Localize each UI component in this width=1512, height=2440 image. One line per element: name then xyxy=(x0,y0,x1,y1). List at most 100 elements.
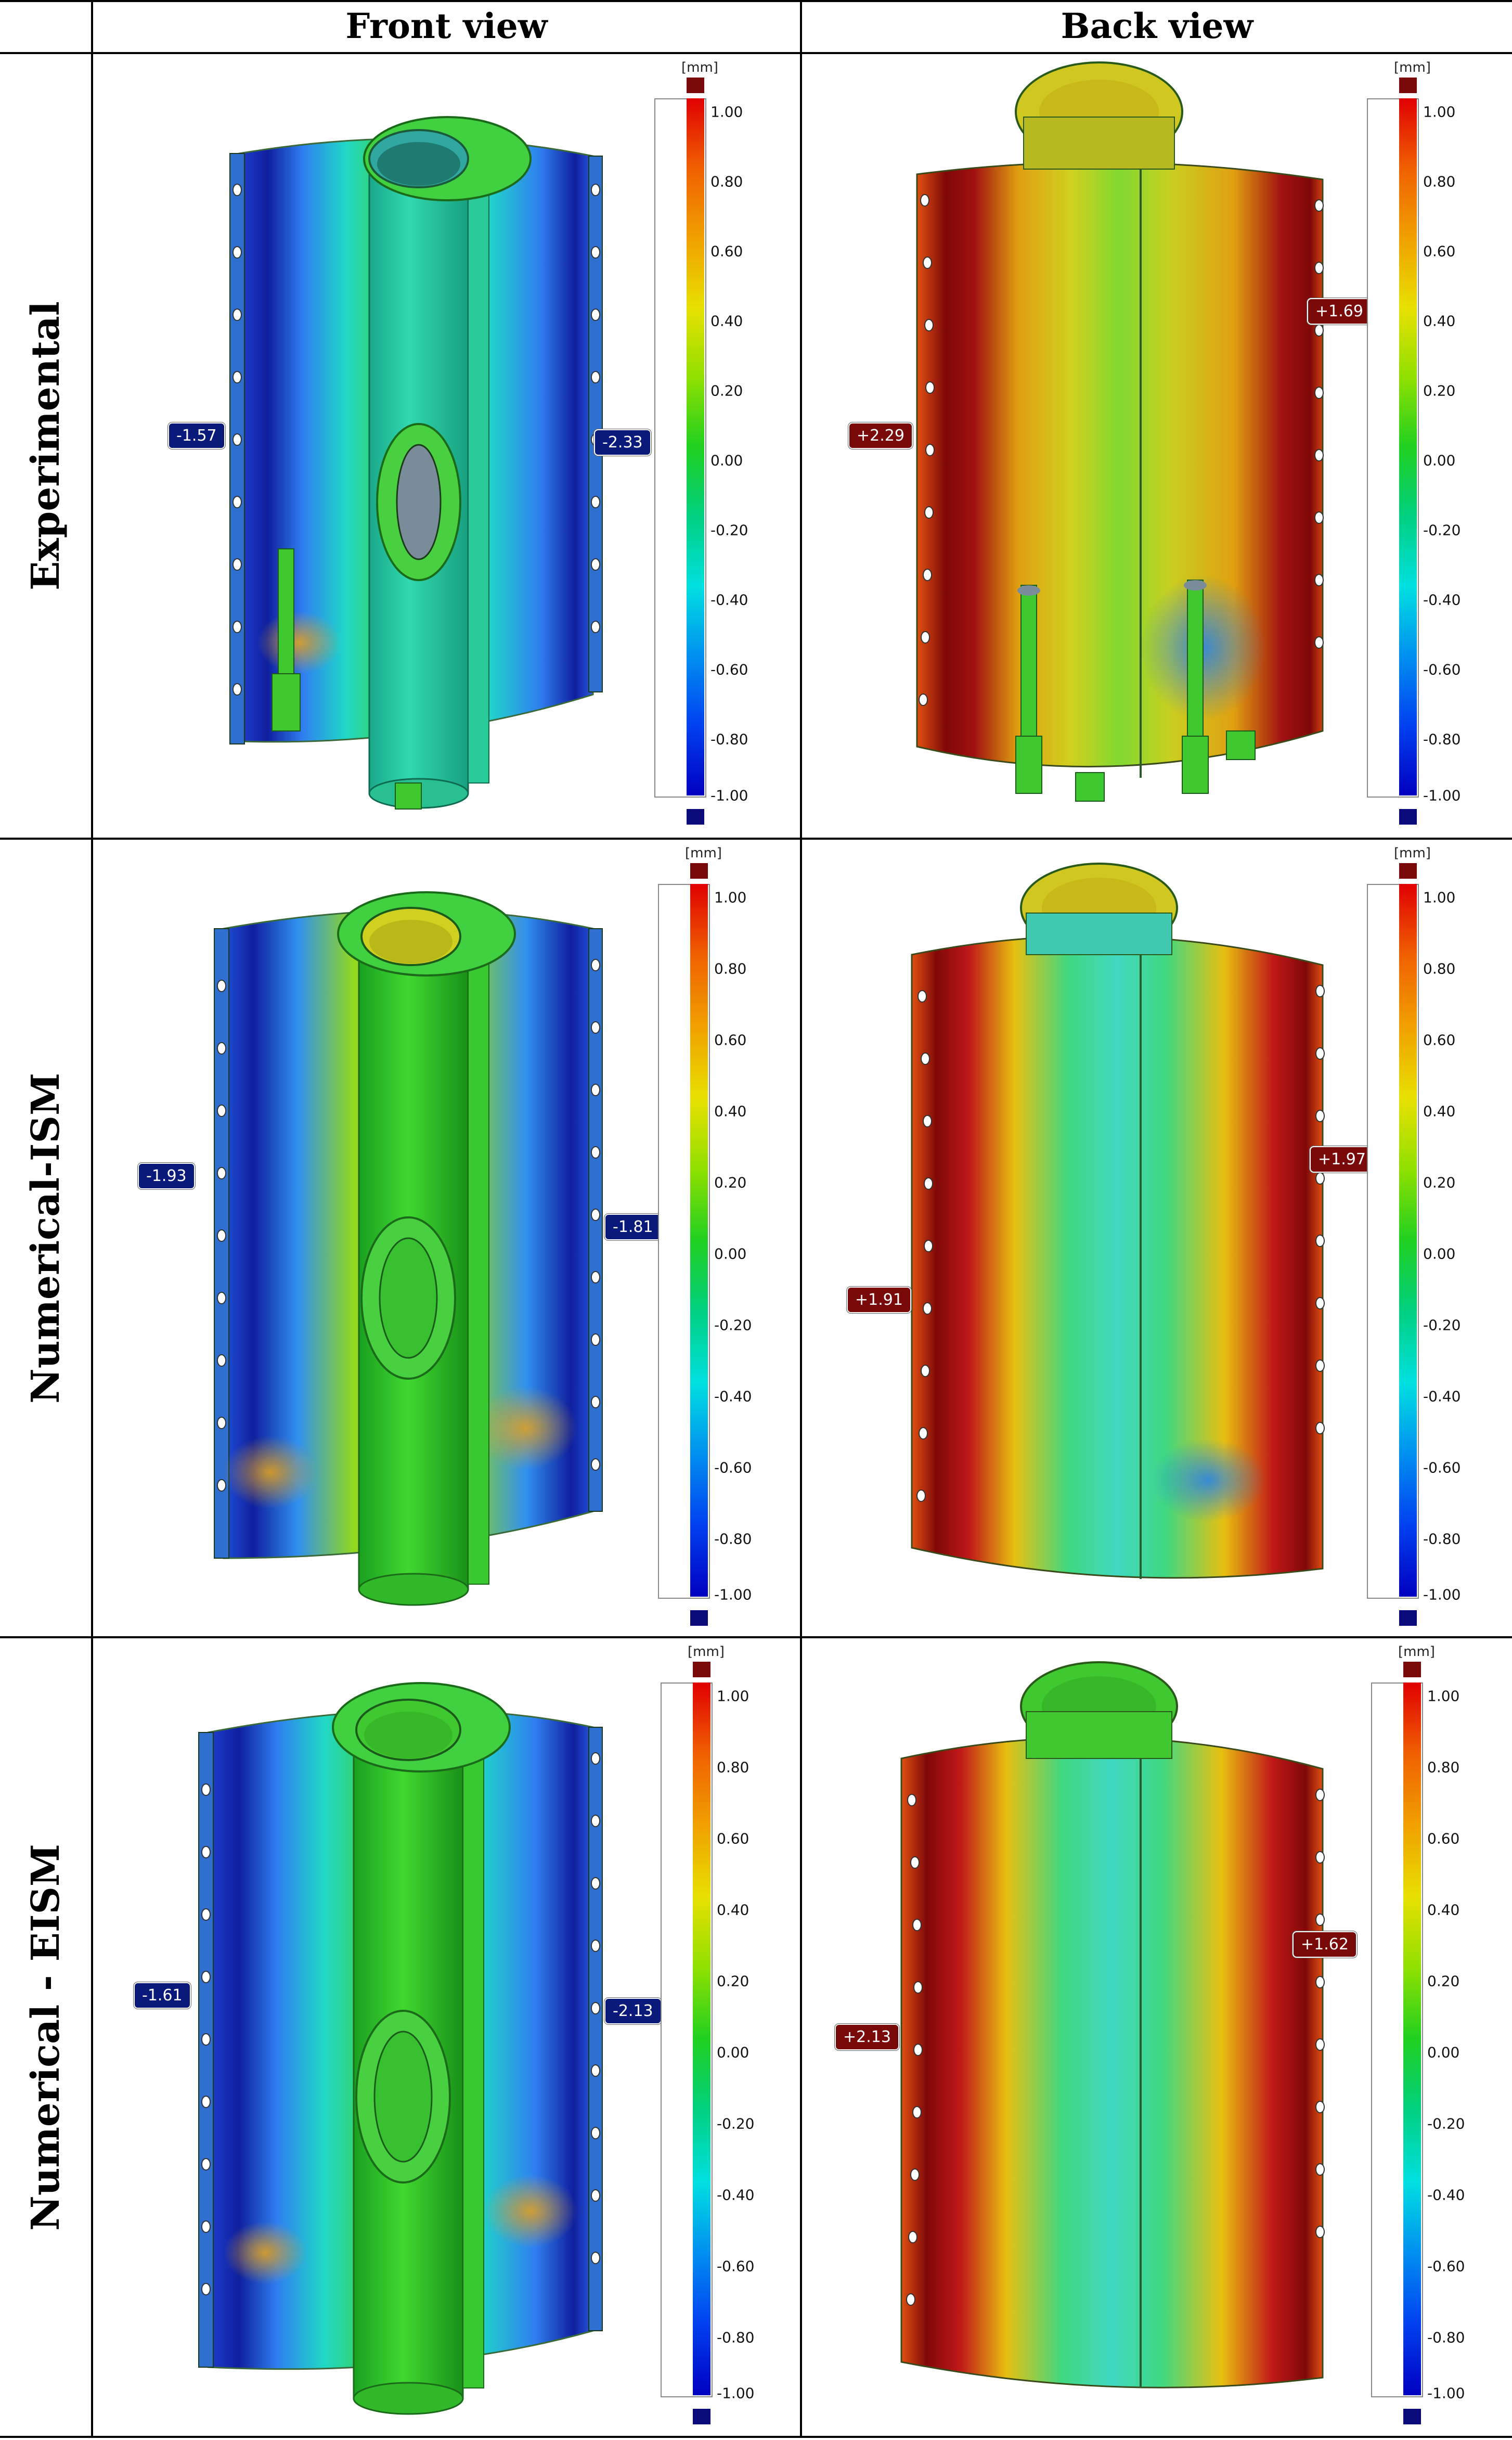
legend-tick: -0.60 xyxy=(717,2257,755,2275)
legend-tick: -0.40 xyxy=(1423,1388,1461,1405)
legend-tick: -0.80 xyxy=(1423,1530,1461,1548)
legend-tick: 0.00 xyxy=(1423,1245,1456,1263)
legend-tick: 0.00 xyxy=(710,452,743,469)
legend-tick: 0.60 xyxy=(1423,242,1456,260)
column-header-front: Front view xyxy=(345,6,548,46)
legend-tick: 0.20 xyxy=(717,1972,749,1990)
legend-tick: -0.60 xyxy=(1423,661,1461,678)
legend-tick: -0.40 xyxy=(710,591,748,609)
legend-tick: 1.00 xyxy=(1423,889,1456,906)
legend-tick: 0.00 xyxy=(714,1245,747,1263)
table-bottom-rule xyxy=(0,2436,1512,2438)
legend-tick: -0.40 xyxy=(717,2186,755,2204)
row-divider-2 xyxy=(0,1636,1512,1638)
legend-tick: -0.60 xyxy=(710,661,748,678)
legend-tick: -0.40 xyxy=(1423,591,1461,609)
max-deviation-callout-left: +2.13 xyxy=(835,2024,899,2050)
legend-overflow-high xyxy=(1399,863,1417,879)
legend-tick: 0.20 xyxy=(714,1174,747,1191)
numerical-ism-front-model: -1.93 -1.81 [mm] 1.00 0.80 0.60 0.40 0.2… xyxy=(94,840,800,1636)
legend-tick: -1.00 xyxy=(717,2384,755,2402)
legend-tick: -1.00 xyxy=(1423,1586,1461,1603)
row-label: Numerical - EISM xyxy=(23,1843,68,2231)
numerical-ism-back-model: +1.91 +1.97 [mm] 1.00 0.80 0.60 0.40 0.2… xyxy=(803,840,1512,1636)
experimental-back-model: +2.29 +1.69 [mm] 1.00 0.80 0.60 0.40 0.2… xyxy=(803,55,1512,838)
legend-tick: 0.20 xyxy=(1427,1972,1460,1990)
legend-tick: -1.00 xyxy=(1427,2384,1465,2402)
legend-tick: 1.00 xyxy=(1427,1687,1460,1705)
legend-tick: 0.60 xyxy=(717,1830,749,1847)
legend-tick: 1.00 xyxy=(714,889,747,906)
max-deviation-callout-right: +1.62 xyxy=(1293,1931,1357,1958)
min-deviation-callout-right: -1.81 xyxy=(604,1214,662,1240)
legend-tick: -0.60 xyxy=(714,1459,752,1476)
legend-tick: -0.80 xyxy=(717,2329,755,2346)
legend-tick: 0.20 xyxy=(1423,382,1456,400)
experimental-front-model: -1.57 -2.33 [mm] 1.00 0.80 0.60 0.40 0.2… xyxy=(94,55,800,838)
legend-tick: 0.80 xyxy=(710,173,743,190)
numerical-eism-front-model: -1.61 -2.13 [mm] 1.00 0.80 0.60 0.40 0.2… xyxy=(94,1639,800,2436)
legend-overflow-low xyxy=(1399,1610,1417,1626)
legend-tick: -0.40 xyxy=(714,1388,752,1405)
legend-color-bar xyxy=(687,98,704,795)
legend-overflow-high xyxy=(690,863,708,879)
legend-tick: -1.00 xyxy=(710,787,748,804)
legend-overflow-high xyxy=(693,1662,710,1677)
min-deviation-callout-left: -1.93 xyxy=(138,1163,195,1189)
max-deviation-callout-left: +2.29 xyxy=(848,422,913,449)
legend-overflow-high xyxy=(687,78,704,93)
legend-tick: 0.60 xyxy=(710,242,743,260)
row-label: Experimental xyxy=(23,301,68,590)
legend-unit: [mm] xyxy=(1394,845,1431,861)
legend-tick: 0.80 xyxy=(714,960,747,978)
legend-tick: 0.40 xyxy=(710,312,743,330)
header-rule xyxy=(0,52,1512,54)
legend-color-bar xyxy=(690,884,708,1597)
legend-unit: [mm] xyxy=(1394,60,1431,75)
legend-overflow-low xyxy=(1403,2409,1421,2424)
legend-tick: 0.20 xyxy=(710,382,743,400)
legend-unit: [mm] xyxy=(1398,1644,1435,1660)
legend-tick: 0.40 xyxy=(714,1102,747,1120)
deviation-map-back xyxy=(916,61,1324,802)
max-deviation-callout-left: +1.91 xyxy=(847,1287,911,1313)
legend-tick: 0.60 xyxy=(1423,1031,1456,1049)
color-scale-legend: [mm] 1.00 0.80 0.60 0.40 0.20 0.00 -0.20… xyxy=(1367,845,1487,1626)
legend-tick: -0.60 xyxy=(1427,2257,1465,2275)
legend-tick: 0.80 xyxy=(1423,960,1456,978)
min-deviation-callout-right: -2.33 xyxy=(594,429,651,456)
legend-tick: 0.60 xyxy=(714,1031,747,1049)
legend-tick: 0.80 xyxy=(1427,1758,1460,1776)
legend-overflow-low xyxy=(1399,809,1417,825)
row-divider-1 xyxy=(0,838,1512,840)
legend-color-bar xyxy=(1399,98,1417,795)
min-deviation-callout-left: -1.57 xyxy=(168,422,225,449)
legend-tick: 0.00 xyxy=(1423,452,1456,469)
legend-tick: -0.80 xyxy=(710,730,748,748)
deviation-map-back xyxy=(911,863,1325,1579)
row-header-numerical-eism: Numerical - EISM xyxy=(0,1638,91,2436)
color-scale-legend: [mm] 1.00 0.80 0.60 0.40 0.20 0.00 -0.20… xyxy=(654,60,774,825)
legend-unit: [mm] xyxy=(685,845,722,861)
legend-overflow-low xyxy=(690,1610,708,1626)
deviation-map-front xyxy=(214,891,603,1606)
legend-tick: -0.60 xyxy=(1423,1459,1461,1476)
legend-unit: [mm] xyxy=(688,1644,725,1660)
legend-tick: -0.80 xyxy=(1423,730,1461,748)
max-deviation-callout-right: +1.97 xyxy=(1310,1146,1374,1173)
table-top-rule xyxy=(0,0,1512,2)
legend-tick: -0.20 xyxy=(714,1316,752,1334)
legend-tick: 0.00 xyxy=(1427,2044,1460,2061)
deviation-map-back xyxy=(900,1661,1325,2388)
row-label: Numerical-ISM xyxy=(23,1072,68,1404)
legend-overflow-low xyxy=(693,2409,710,2424)
max-deviation-callout-right: +1.69 xyxy=(1307,298,1372,325)
legend-unit: [mm] xyxy=(681,60,718,75)
legend-tick: -0.80 xyxy=(1427,2329,1465,2346)
legend-overflow-high xyxy=(1403,1662,1421,1677)
row-header-numerical-ism: Numerical-ISM xyxy=(0,840,91,1636)
deviation-map-front xyxy=(198,1682,603,2415)
legend-tick: 0.40 xyxy=(717,1901,749,1919)
legend-tick: 1.00 xyxy=(710,103,743,121)
legend-tick: -1.00 xyxy=(714,1586,752,1603)
